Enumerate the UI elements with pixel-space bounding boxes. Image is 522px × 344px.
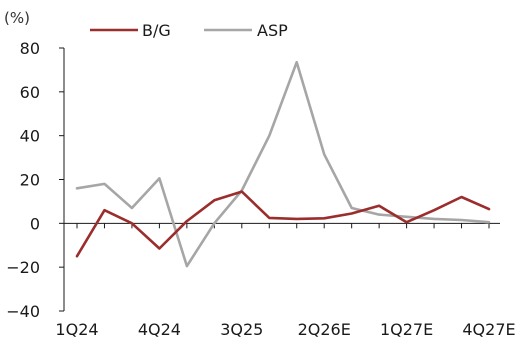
x-tick-label: 3Q25 [220, 320, 263, 339]
legend-label-b-g: B/G [142, 21, 171, 40]
y-axis: −40 −20 0 20 40 60 80 [6, 39, 65, 321]
y-tick-label: −20 [6, 258, 40, 277]
y-tick-label: 60 [20, 83, 40, 102]
x-tick-label: 4Q24 [138, 320, 181, 339]
series-layer [75, 60, 491, 268]
y-tick-label: 40 [20, 127, 40, 146]
x-tick-label: 1Q27E [380, 320, 433, 339]
y-tick-label: 80 [20, 39, 40, 58]
series-line-b-g [75, 190, 491, 258]
x-tick-label: 4Q27E [462, 320, 515, 339]
x-axis: 1Q24 4Q24 3Q25 2Q26E 1Q27E 4Q27E [55, 222, 516, 339]
y-tick-label: 0 [30, 214, 40, 233]
y-tick-label: −40 [6, 302, 40, 321]
legend-label-asp: ASP [257, 21, 288, 40]
series-line-asp [75, 60, 491, 268]
y-tick-label: 20 [20, 171, 40, 190]
unit-label: (%) [4, 9, 30, 27]
x-tick-label: 2Q26E [298, 320, 351, 339]
legend: B/G ASP [90, 21, 288, 40]
x-tick-label: 1Q24 [55, 320, 98, 339]
